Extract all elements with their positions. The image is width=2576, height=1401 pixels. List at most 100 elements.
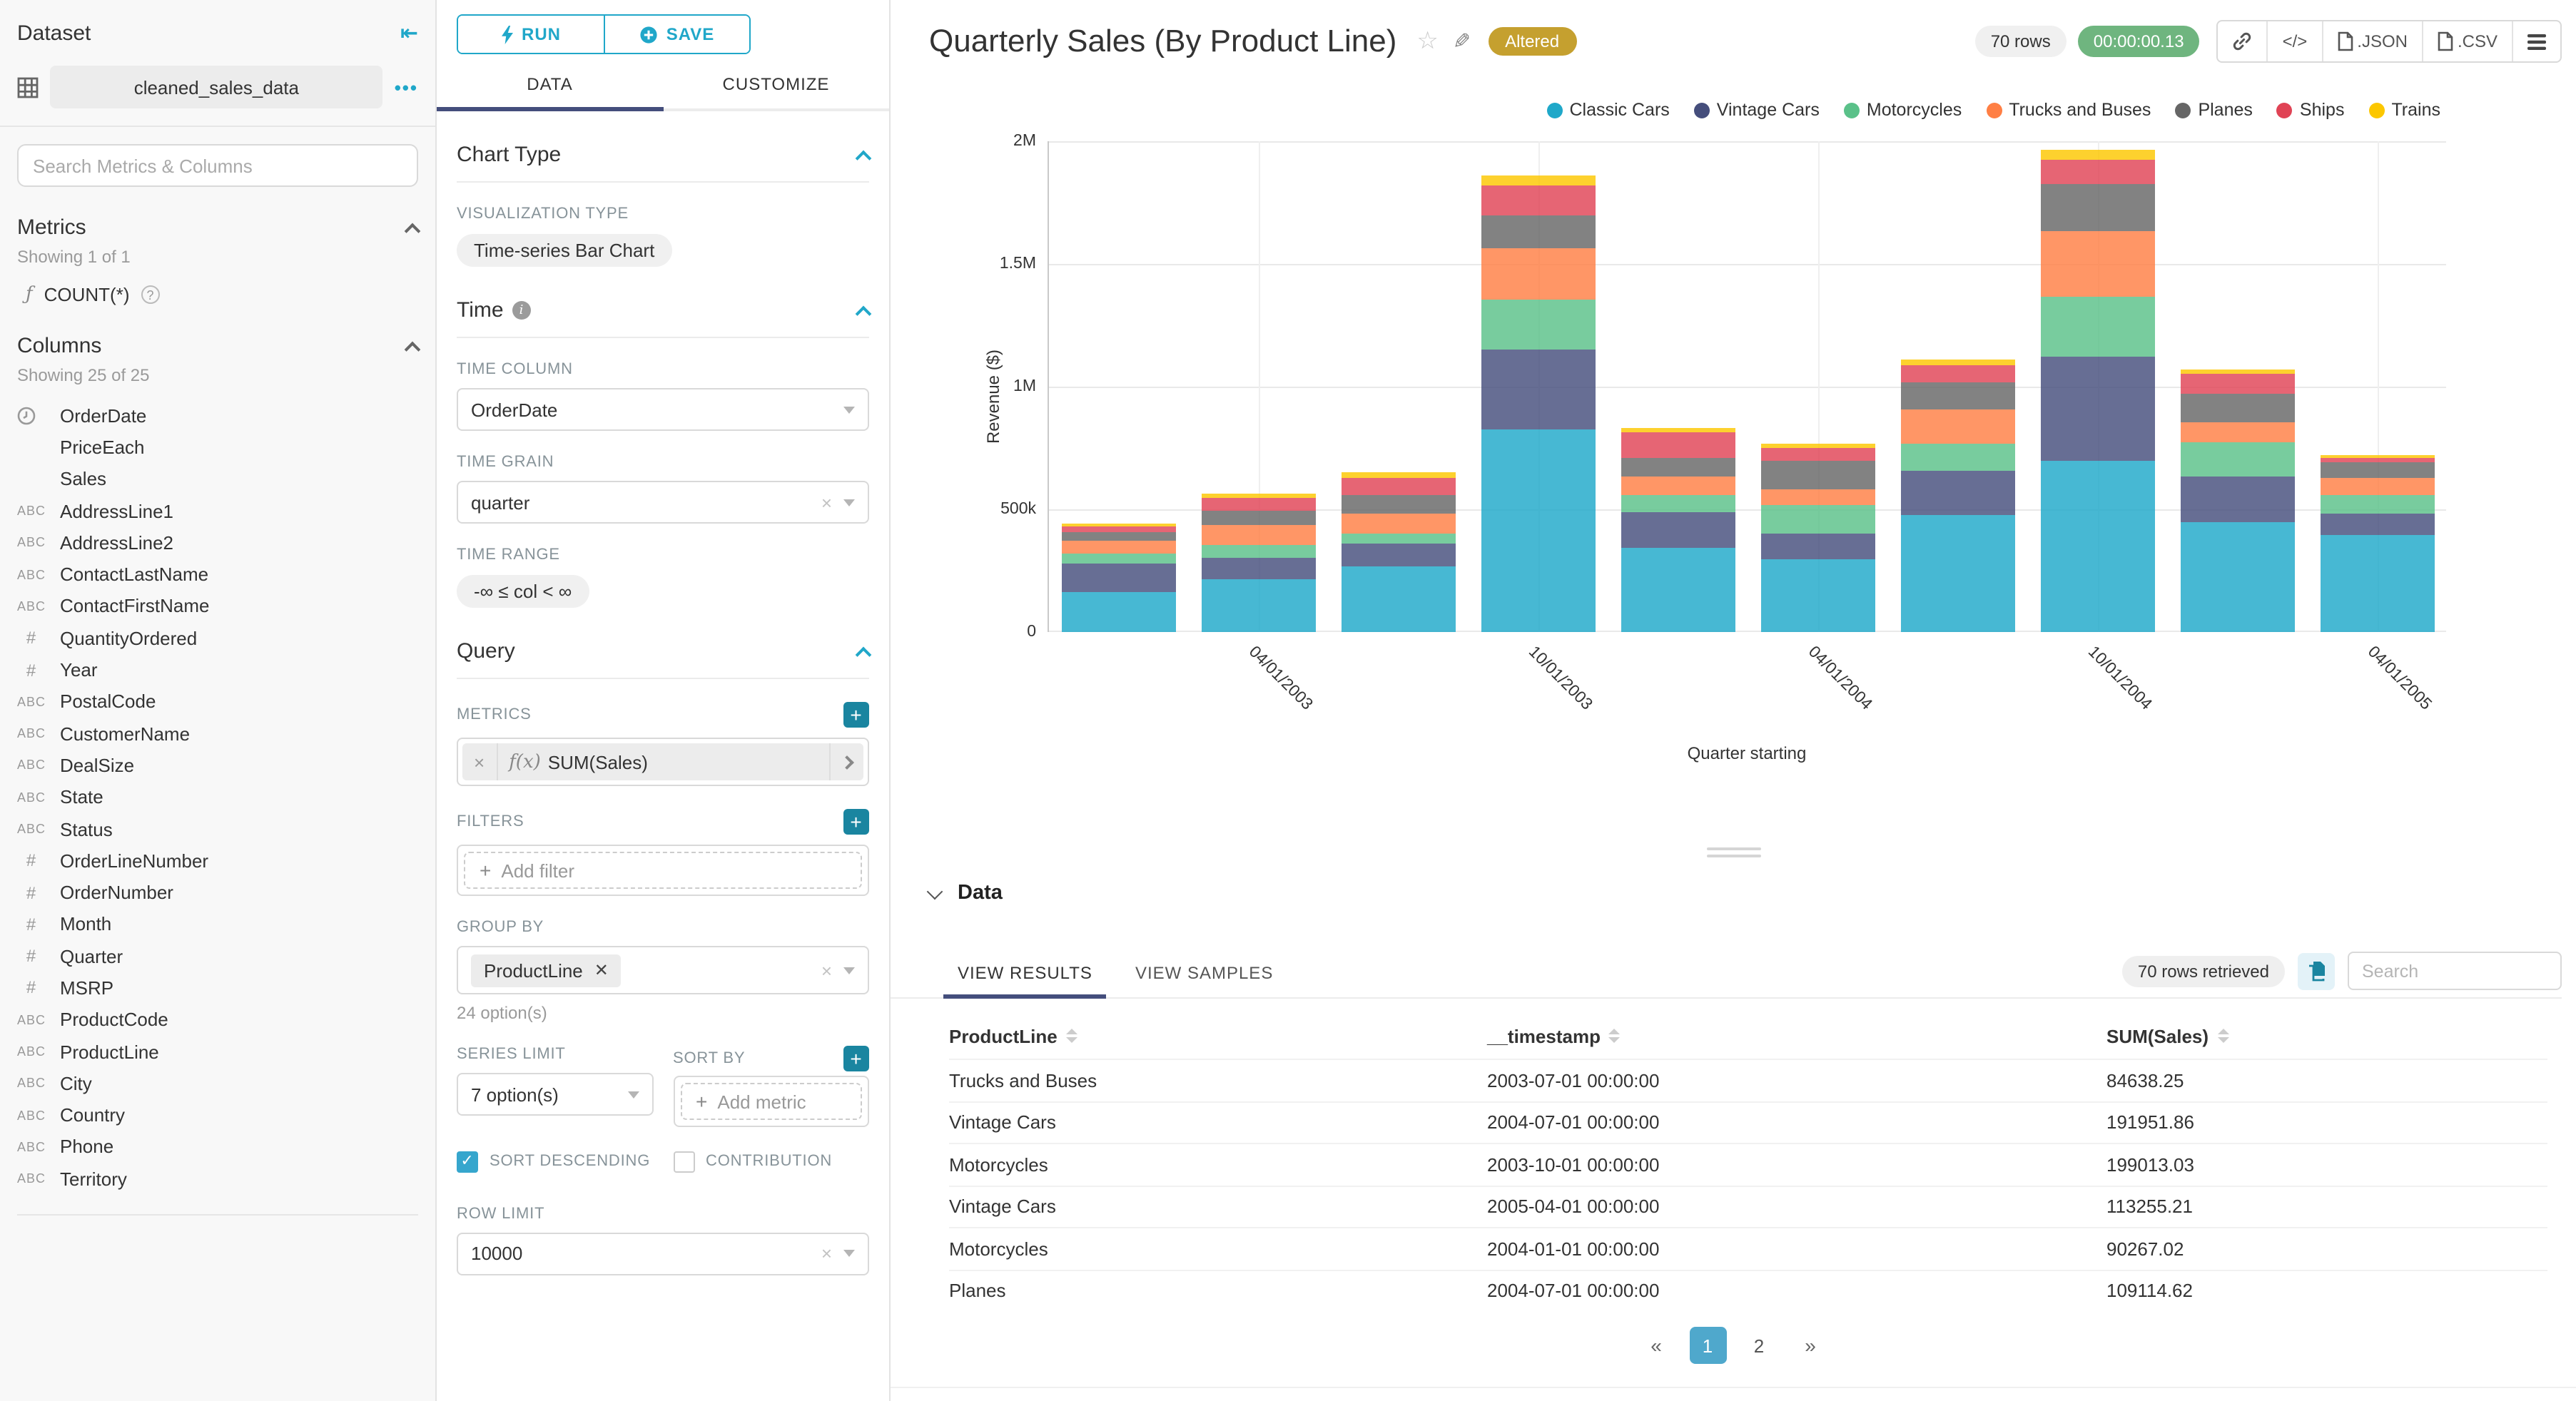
bar-segment[interactable] — [1062, 532, 1176, 541]
sort-icon[interactable] — [1065, 1029, 1077, 1043]
copy-data-icon[interactable] — [2298, 952, 2335, 989]
bar-segment[interactable] — [1202, 497, 1316, 511]
column-item[interactable]: ABC ProductLine — [17, 1036, 418, 1068]
bar-segment[interactable] — [1481, 429, 1596, 632]
bar-segment[interactable] — [1481, 175, 1596, 186]
save-button[interactable]: SAVE — [603, 16, 749, 53]
bar-segment[interactable] — [1761, 504, 1875, 534]
bar-segment[interactable] — [1342, 478, 1456, 496]
copy-link-icon[interactable] — [2218, 21, 2267, 61]
time-grain-select[interactable]: quarter × — [457, 481, 869, 524]
legend-item[interactable]: Vintage Cars — [1693, 100, 1820, 120]
bar-segment[interactable] — [1342, 543, 1456, 567]
table-row[interactable]: Motorcycles 2004-01-01 00:00:00 90267.02 — [949, 1227, 2547, 1269]
column-item[interactable]: ABC Country — [17, 1099, 418, 1131]
column-item[interactable]: Sales — [17, 463, 418, 495]
column-item[interactable]: # Quarter — [17, 940, 418, 972]
sort-icon[interactable] — [1608, 1029, 1621, 1043]
bar-segment[interactable] — [1761, 448, 1875, 461]
clear-icon[interactable]: × — [821, 491, 832, 513]
bar-segment[interactable] — [2181, 369, 2295, 375]
bar-segment[interactable] — [1062, 553, 1176, 564]
contribution-checkbox[interactable] — [673, 1151, 694, 1173]
bar-segment[interactable] — [2181, 521, 2295, 632]
bar-segment[interactable] — [1621, 427, 1735, 433]
bar-segment[interactable] — [2321, 494, 2435, 514]
bar-segment[interactable] — [2041, 460, 2155, 632]
sort-icon[interactable] — [2217, 1029, 2229, 1043]
collapse-sidebar-icon[interactable]: ⇤ — [400, 21, 418, 46]
bar-segment[interactable] — [1342, 513, 1456, 534]
viz-type-value[interactable]: Time-series Bar Chart — [457, 234, 672, 267]
table-row[interactable]: Trucks and Buses 2003-07-01 00:00:00 84638… — [949, 1059, 2547, 1101]
pagination-prev[interactable]: « — [1650, 1334, 1662, 1357]
search-input[interactable] — [17, 144, 418, 187]
bar-segment[interactable] — [2041, 149, 2155, 160]
stacked-bar[interactable] — [2041, 149, 2155, 632]
chevron-up-icon[interactable] — [855, 149, 872, 166]
metric-item[interactable]: ƒ COUNT(*) ? — [17, 284, 418, 305]
bar-segment[interactable] — [1901, 514, 2015, 632]
bar-segment[interactable] — [1481, 185, 1596, 215]
column-header[interactable]: ProductLine — [949, 1025, 1487, 1046]
bar-segment[interactable] — [2041, 297, 2155, 357]
help-icon[interactable]: ? — [141, 285, 160, 304]
chevron-up-icon[interactable] — [855, 305, 872, 322]
column-item[interactable]: OrderDate — [17, 399, 418, 432]
bar-segment[interactable] — [2041, 183, 2155, 231]
table-row[interactable]: Planes 2004-07-01 00:00:00 109114.62 — [949, 1269, 2547, 1311]
stacked-bar[interactable] — [1901, 360, 2015, 632]
time-range-value[interactable]: -∞ ≤ col < ∞ — [457, 575, 589, 608]
bar-segment[interactable] — [1481, 248, 1596, 300]
bar-segment[interactable] — [1202, 510, 1316, 526]
chevron-up-icon[interactable] — [404, 340, 421, 357]
remove-metric-icon[interactable]: × — [462, 743, 498, 780]
column-header[interactable]: SUM(Sales) — [2106, 1025, 2547, 1046]
stacked-bar[interactable] — [1621, 427, 1735, 632]
column-item[interactable]: PriceEach — [17, 432, 418, 464]
column-item[interactable]: ABC Phone — [17, 1131, 418, 1163]
legend-item[interactable]: Classic Cars — [1546, 100, 1670, 120]
bar-segment[interactable] — [1202, 494, 1316, 498]
bar-segment[interactable] — [1202, 557, 1316, 579]
legend-item[interactable]: Motorcycles — [1843, 100, 1962, 120]
bar-segment[interactable] — [1621, 457, 1735, 477]
bar-segment[interactable] — [1202, 579, 1316, 632]
chevron-up-icon[interactable] — [404, 222, 421, 239]
bar-segment[interactable] — [2321, 513, 2435, 535]
bar-segment[interactable] — [1761, 444, 1875, 449]
bar-segment[interactable] — [1062, 563, 1176, 593]
column-item[interactable]: ABC State — [17, 781, 418, 813]
stacked-bar[interactable] — [2321, 455, 2435, 632]
bar-segment[interactable] — [1342, 533, 1456, 544]
bar-segment[interactable] — [1062, 523, 1176, 526]
column-item[interactable]: # MSRP — [17, 972, 418, 1004]
column-item[interactable]: ABC AddressLine1 — [17, 495, 418, 527]
tab-data[interactable]: DATA — [437, 74, 663, 111]
column-item[interactable]: ABC ContactLastName — [17, 559, 418, 591]
add-metric-button[interactable]: + — [843, 702, 869, 728]
bar-segment[interactable] — [2041, 357, 2155, 461]
dataset-more-icon[interactable]: ••• — [394, 76, 418, 98]
export-csv-button[interactable]: .CSV — [2421, 21, 2512, 61]
bar-segment[interactable] — [1761, 533, 1875, 559]
bar-segment[interactable] — [1062, 526, 1176, 533]
bar-segment[interactable] — [2321, 534, 2435, 632]
column-item[interactable]: ABC ContactFirstName — [17, 591, 418, 623]
column-item[interactable]: # OrderNumber — [17, 877, 418, 909]
legend-item[interactable]: Trucks and Buses — [1986, 100, 2151, 120]
bar-segment[interactable] — [1901, 409, 2015, 444]
chevron-right-icon[interactable] — [829, 743, 863, 780]
bar-segment[interactable] — [2041, 230, 2155, 297]
column-item[interactable]: ABC CustomerName — [17, 718, 418, 750]
bar-segment[interactable] — [1342, 472, 1456, 479]
column-item[interactable]: # Month — [17, 909, 418, 941]
bar-segment[interactable] — [1621, 476, 1735, 496]
legend-item[interactable]: Trains — [2368, 100, 2440, 120]
bar-segment[interactable] — [1342, 566, 1456, 632]
add-sort-metric-dropzone[interactable]: + Add metric — [680, 1083, 862, 1120]
bar-segment[interactable] — [2321, 477, 2435, 495]
add-sort-metric-button[interactable]: + — [843, 1046, 869, 1071]
metric-chip[interactable]: × f(x) SUM(Sales) — [462, 743, 863, 780]
bar-segment[interactable] — [2181, 476, 2295, 522]
